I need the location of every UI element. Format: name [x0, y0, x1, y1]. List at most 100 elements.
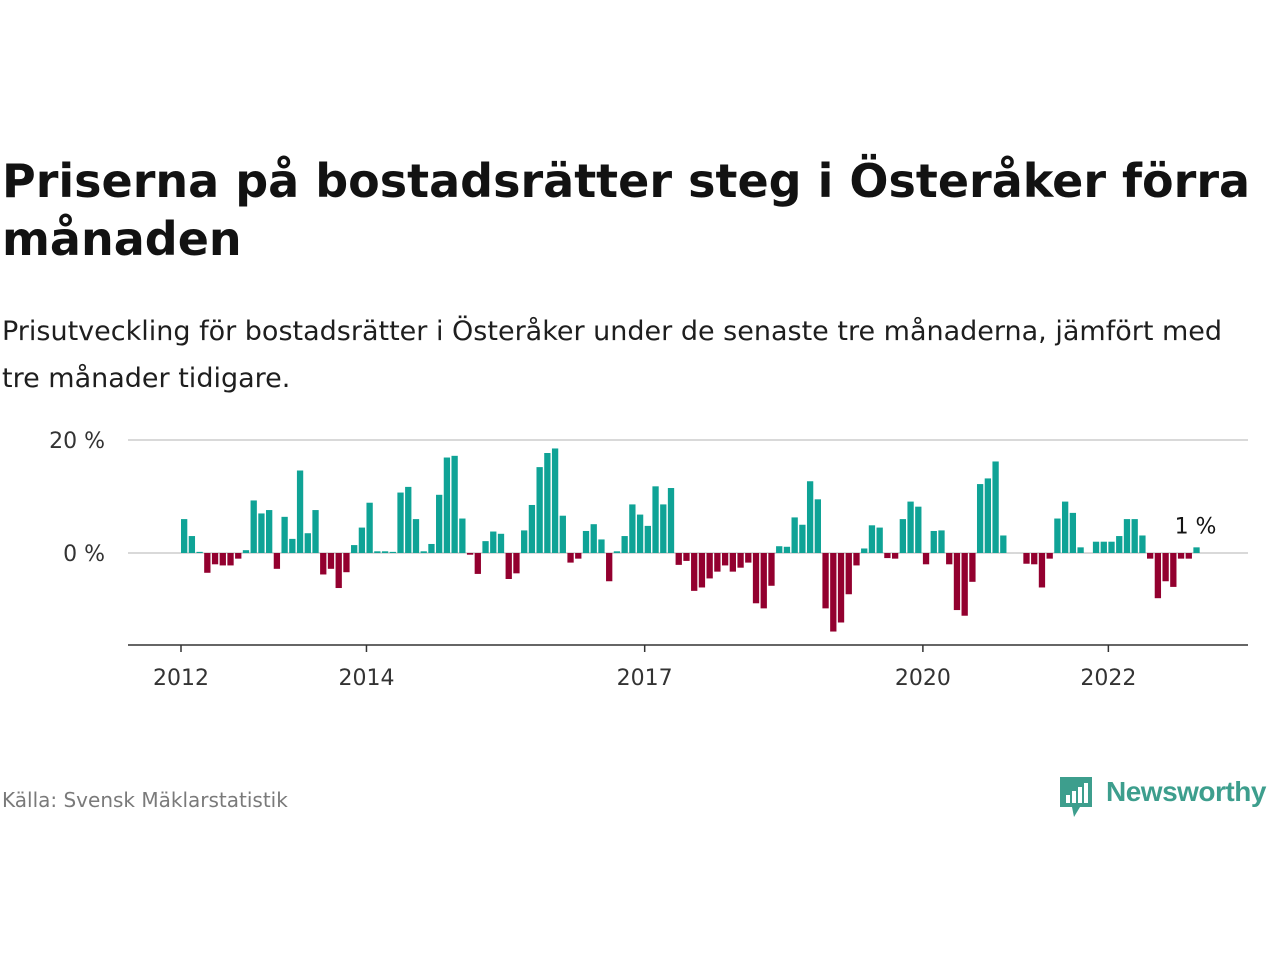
bar [915, 506, 922, 553]
bar [899, 519, 906, 553]
bar [1108, 541, 1115, 553]
bar [358, 527, 366, 554]
bar [768, 553, 775, 586]
bar [521, 530, 528, 553]
bar [652, 486, 659, 553]
bar [621, 536, 628, 553]
bar [289, 538, 296, 554]
bar [598, 539, 605, 553]
bar [984, 478, 992, 553]
bar [567, 553, 574, 563]
bar [868, 525, 876, 553]
bar [644, 525, 651, 553]
bar [343, 553, 350, 573]
bar [729, 553, 736, 572]
bar [814, 499, 821, 553]
bar [412, 519, 420, 553]
bar [466, 553, 474, 555]
bar [219, 553, 226, 566]
bar [1077, 547, 1084, 553]
bar [660, 504, 667, 553]
bar [1185, 553, 1192, 559]
bar [806, 481, 814, 553]
bar [443, 457, 451, 553]
bar [891, 553, 899, 559]
bar [675, 553, 682, 565]
bar [582, 530, 590, 554]
bar [1092, 541, 1100, 553]
bar [536, 467, 543, 553]
chart-title: Priserna på bostadsrätter steg i Österåk… [2, 154, 1251, 266]
bar [405, 486, 412, 553]
bar [513, 553, 520, 574]
bar [381, 551, 389, 554]
bar [327, 553, 335, 569]
bar [667, 488, 675, 553]
bar [312, 510, 319, 553]
bar [961, 553, 968, 616]
bar [397, 492, 404, 553]
bar [196, 551, 203, 553]
bar [776, 546, 783, 553]
bar [351, 545, 358, 553]
bar [436, 494, 443, 553]
last-value-annotation: 1 % [1175, 514, 1217, 539]
newsworthy-logo: Newsworthy [1058, 773, 1280, 819]
bar [211, 553, 219, 565]
bar [590, 524, 597, 554]
bar [559, 515, 566, 553]
bar [528, 504, 536, 553]
bar [505, 553, 512, 579]
bar [799, 524, 806, 553]
bar [490, 531, 497, 553]
bar [1000, 535, 1007, 553]
x-tick-label: 2012 [153, 666, 209, 691]
bar [922, 553, 930, 565]
bar [613, 551, 621, 554]
bar [1031, 553, 1038, 565]
bar [258, 513, 265, 553]
bar [706, 553, 713, 579]
bar [791, 517, 798, 553]
bar [976, 484, 984, 553]
bar [737, 553, 744, 568]
bar [930, 530, 937, 554]
bar [721, 553, 729, 566]
bar [296, 470, 304, 553]
bar [953, 553, 961, 611]
bar [1069, 512, 1077, 553]
bar [636, 514, 644, 553]
bar [1147, 553, 1154, 559]
bar [1054, 518, 1061, 553]
bar [181, 519, 188, 553]
bar [389, 551, 396, 553]
bar [1131, 519, 1138, 553]
bar [544, 453, 551, 553]
bar [1023, 553, 1030, 564]
bar [1162, 553, 1169, 582]
bar [374, 551, 381, 554]
bar [938, 530, 945, 553]
bar [876, 527, 883, 554]
x-axis [128, 644, 1248, 652]
bar [861, 548, 868, 553]
bar [235, 553, 242, 559]
bar [204, 553, 211, 573]
bar [1193, 547, 1200, 553]
bar [760, 553, 767, 609]
bar [1177, 553, 1185, 559]
bar [752, 553, 760, 604]
bar [845, 553, 852, 595]
bar [1170, 553, 1177, 587]
bar [428, 543, 435, 553]
bar [320, 553, 327, 575]
bar [837, 553, 845, 623]
x-tick-label: 2017 [617, 666, 673, 691]
bar [822, 553, 829, 609]
bar-chart: 0 % 20 % 2012 2014 2017 2020 2022 1 % [49, 429, 1248, 691]
bar [1123, 519, 1131, 553]
y-tick-label: 0 % [63, 542, 105, 567]
bar [227, 553, 234, 566]
bar [714, 553, 721, 572]
bar [1100, 541, 1107, 553]
